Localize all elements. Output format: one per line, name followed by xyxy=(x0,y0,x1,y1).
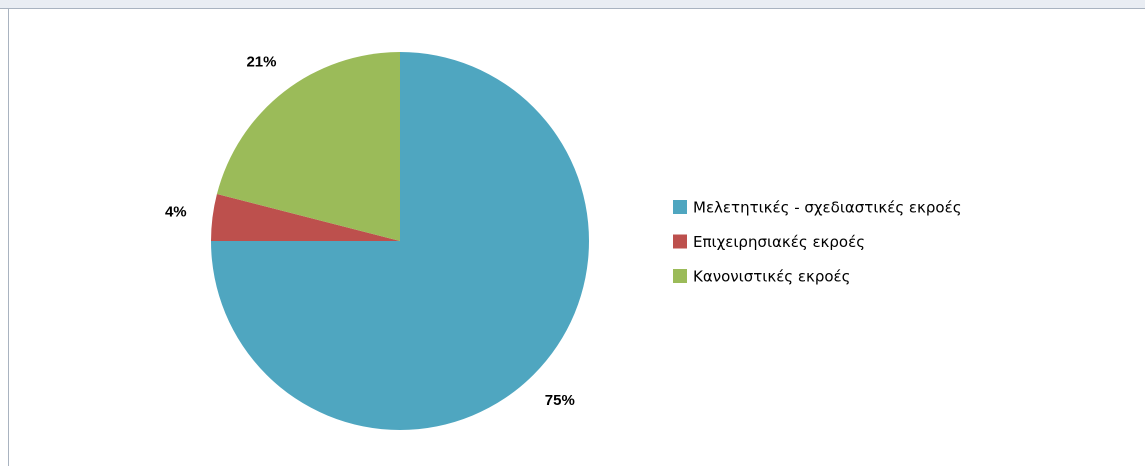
pie: 75% 4% 21% xyxy=(165,52,589,430)
legend-label: Επιχειρησιακές εκροές xyxy=(693,233,865,251)
pie-slice xyxy=(211,193,400,241)
data-label: 75% xyxy=(545,392,575,409)
legend-label: Κανονιστικές εκροές xyxy=(693,268,850,286)
legend: Μελετητικές - σχεδιαστικές εκροές Επιχειρ… xyxy=(673,199,962,286)
legend-label: Μελετητικές - σχεδιαστικές εκροές xyxy=(693,199,962,217)
top-strip xyxy=(0,0,1145,8)
data-label: 4% xyxy=(165,204,187,221)
legend-swatch xyxy=(673,234,687,249)
legend-swatch xyxy=(673,200,687,214)
legend-swatch xyxy=(673,269,687,283)
data-label: 21% xyxy=(246,53,276,70)
pie-slice xyxy=(216,52,400,241)
